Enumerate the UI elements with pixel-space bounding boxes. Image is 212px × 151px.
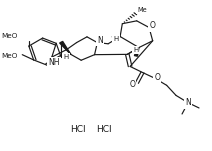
Text: H: H bbox=[64, 54, 69, 60]
Text: N: N bbox=[185, 98, 191, 108]
Text: H: H bbox=[113, 35, 119, 42]
Text: HCl: HCl bbox=[70, 125, 86, 134]
Text: NH: NH bbox=[48, 58, 60, 67]
Text: H: H bbox=[133, 47, 138, 53]
Text: O: O bbox=[129, 80, 135, 89]
Text: MeO: MeO bbox=[1, 53, 17, 59]
Text: MeO: MeO bbox=[1, 33, 17, 39]
Text: N: N bbox=[97, 36, 103, 45]
Text: O: O bbox=[149, 21, 155, 31]
Text: HCl: HCl bbox=[96, 125, 112, 134]
Polygon shape bbox=[60, 42, 71, 54]
Text: Me: Me bbox=[137, 7, 146, 13]
Text: O: O bbox=[154, 72, 160, 82]
Polygon shape bbox=[134, 48, 139, 56]
